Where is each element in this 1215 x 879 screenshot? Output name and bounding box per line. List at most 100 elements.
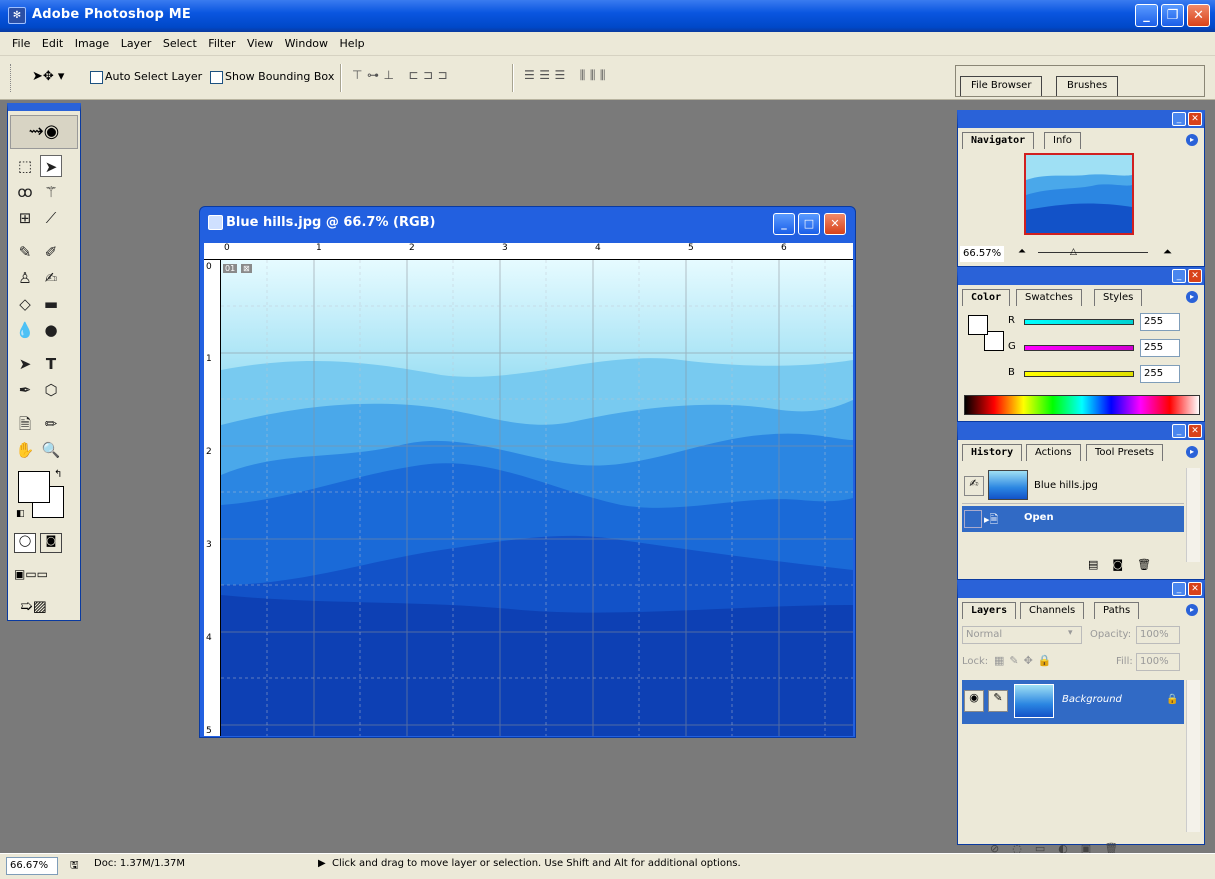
- menu-view[interactable]: View: [247, 37, 274, 50]
- eye-logo-icon[interactable]: ⇝◉: [10, 115, 78, 149]
- bounding-box-box[interactable]: [210, 70, 223, 84]
- options-grip[interactable]: [10, 64, 13, 92]
- gradient-tool-icon[interactable]: ▬: [43, 295, 59, 313]
- pen-tool-icon[interactable]: ✒: [18, 381, 32, 399]
- color-ramp[interactable]: [964, 395, 1200, 415]
- maximize-button[interactable]: ❐: [1161, 4, 1184, 27]
- panel-menu-icon[interactable]: ▸: [1186, 604, 1198, 616]
- menu-image[interactable]: Image: [74, 37, 110, 50]
- status-zoom-field[interactable]: 66.67%: [6, 857, 58, 875]
- menu-filter[interactable]: Filter: [208, 37, 236, 50]
- tab-paths[interactable]: Paths: [1094, 602, 1140, 619]
- dodge-tool-icon[interactable]: ●: [44, 321, 58, 339]
- menu-edit[interactable]: Edit: [41, 37, 64, 50]
- document-window[interactable]: Blue hills.jpg @ 66.7% (RGB) _ □ ✕ 0 1 2…: [199, 206, 856, 738]
- move-tool-icon[interactable]: ➤: [40, 155, 62, 177]
- panel-close-button[interactable]: ✕: [1188, 582, 1202, 596]
- panel-minimize-button[interactable]: _: [1172, 269, 1186, 283]
- align-hcenter-icon[interactable]: ⊐: [422, 68, 435, 82]
- menu-window[interactable]: Window: [284, 37, 329, 50]
- channel-r-field[interactable]: 255: [1140, 313, 1180, 331]
- jump-to-imageready-icon[interactable]: ➯▨: [20, 597, 47, 615]
- zoom-in-icon[interactable]: ⏶: [1163, 245, 1172, 258]
- history-footer-icons[interactable]: ▤◙🗑: [1088, 558, 1166, 571]
- panel-minimize-button[interactable]: _: [1172, 582, 1186, 596]
- screen-mode-icons[interactable]: ▣▭▭: [14, 567, 49, 581]
- history-snapshot-row[interactable]: ✍ Blue hills.jpg: [962, 468, 1184, 504]
- menu-file[interactable]: File: [12, 37, 31, 50]
- tab-swatches[interactable]: Swatches: [1016, 289, 1082, 306]
- tab-history[interactable]: History: [962, 444, 1023, 461]
- shape-tool-icon[interactable]: ⬡: [44, 381, 58, 399]
- layer-row[interactable]: ◉ ✎ Background 🔒: [962, 680, 1184, 724]
- brush-tool-icon[interactable]: ✐: [44, 243, 58, 261]
- document-info-icon[interactable]: 🖫: [70, 860, 79, 871]
- tab-brushes[interactable]: Brushes: [1056, 76, 1119, 96]
- align-vcenter-icon[interactable]: ⊶: [366, 68, 380, 82]
- distribute-right-icon[interactable]: ⫼: [599, 68, 607, 82]
- horizontal-ruler[interactable]: 0 1 2 3 4 5 6: [204, 243, 853, 260]
- blend-mode-select[interactable]: Normal: [962, 626, 1082, 644]
- zoom-tool-icon[interactable]: 🔍: [41, 441, 61, 459]
- blend-mode-dropdown-icon[interactable]: ▾: [1068, 628, 1073, 638]
- tab-tool-presets[interactable]: Tool Presets: [1086, 444, 1163, 461]
- standard-mode-icon[interactable]: ◯: [14, 533, 36, 553]
- panel-menu-icon[interactable]: ▸: [1186, 446, 1198, 458]
- distribute-hcenter-icon[interactable]: ⫼: [589, 68, 597, 82]
- menu-help[interactable]: Help: [339, 37, 365, 50]
- menu-layer[interactable]: Layer: [120, 37, 152, 50]
- close-button[interactable]: ✕: [1187, 4, 1210, 27]
- tab-navigator[interactable]: Navigator: [962, 132, 1035, 149]
- panel-menu-icon[interactable]: ▸: [1186, 291, 1198, 303]
- layers-scrollbar[interactable]: [1186, 680, 1200, 832]
- doc-minimize-button[interactable]: _: [773, 213, 795, 235]
- bounding-box-checkbox[interactable]: Show Bounding Box: [210, 70, 334, 84]
- status-menu-arrow-icon[interactable]: ▶: [318, 858, 326, 869]
- doc-close-button[interactable]: ✕: [824, 213, 846, 235]
- color-background-swatch[interactable]: [984, 331, 1004, 351]
- quick-mask-icon[interactable]: ◙: [40, 533, 62, 553]
- layers-footer-icons[interactable]: ⊘◌▭◐▣🗑: [990, 842, 1132, 855]
- tab-styles[interactable]: Styles: [1094, 289, 1143, 306]
- history-state-row[interactable]: ▸🗎 Open: [962, 506, 1184, 532]
- slice-tool-icon[interactable]: ⟋: [45, 209, 57, 227]
- hand-tool-icon[interactable]: ✋: [15, 441, 35, 459]
- channel-g-slider[interactable]: [1024, 345, 1134, 351]
- history-source-box[interactable]: [964, 510, 982, 528]
- history-brush-icon[interactable]: ✍: [44, 269, 58, 287]
- opacity-field[interactable]: 100%: [1136, 626, 1180, 644]
- path-selection-icon[interactable]: ➤: [18, 355, 32, 373]
- history-scrollbar[interactable]: [1186, 468, 1200, 562]
- panel-close-button[interactable]: ✕: [1188, 112, 1202, 126]
- type-tool-icon[interactable]: T: [45, 355, 57, 373]
- tab-channels[interactable]: Channels: [1020, 602, 1085, 619]
- move-tool-preset-icon[interactable]: ➤✥ ▾: [32, 69, 65, 84]
- magic-wand-tool-icon[interactable]: ⚚: [44, 183, 58, 201]
- panel-menu-icon[interactable]: ▸: [1186, 134, 1198, 146]
- minimize-button[interactable]: _: [1135, 4, 1158, 27]
- history-brush-source-icon[interactable]: ✍: [964, 476, 984, 496]
- tab-file-browser[interactable]: File Browser: [960, 76, 1043, 96]
- tab-layers[interactable]: Layers: [962, 602, 1017, 619]
- distribute-left-icon[interactable]: ⫼: [579, 68, 587, 82]
- channel-g-field[interactable]: 255: [1140, 339, 1180, 357]
- foreground-color-swatch[interactable]: [18, 471, 50, 503]
- channel-b-field[interactable]: 255: [1140, 365, 1180, 383]
- color-foreground-swatch[interactable]: [968, 315, 988, 335]
- eyedropper-tool-icon[interactable]: ✏: [44, 415, 58, 433]
- zoom-slider-thumb[interactable]: △: [1070, 247, 1077, 257]
- crop-tool-icon[interactable]: ⊞: [18, 209, 32, 227]
- panel-close-button[interactable]: ✕: [1188, 424, 1202, 438]
- distribute-top-icon[interactable]: ☰: [524, 68, 536, 82]
- lasso-tool-icon[interactable]: ꝏ: [17, 183, 33, 201]
- align-bottom-icon[interactable]: ⊥: [383, 68, 395, 82]
- vertical-ruler[interactable]: 0 1 2 3 4 5: [204, 260, 221, 736]
- panel-minimize-button[interactable]: _: [1172, 112, 1186, 126]
- doc-maximize-button[interactable]: □: [798, 213, 820, 235]
- menu-select[interactable]: Select: [162, 37, 197, 50]
- healing-brush-icon[interactable]: ✎: [18, 243, 32, 261]
- swap-colors-icon[interactable]: ↰: [54, 469, 63, 480]
- auto-select-box[interactable]: [90, 70, 103, 84]
- align-right-icon[interactable]: ⊐: [437, 68, 449, 82]
- zoom-slider[interactable]: [1038, 252, 1148, 253]
